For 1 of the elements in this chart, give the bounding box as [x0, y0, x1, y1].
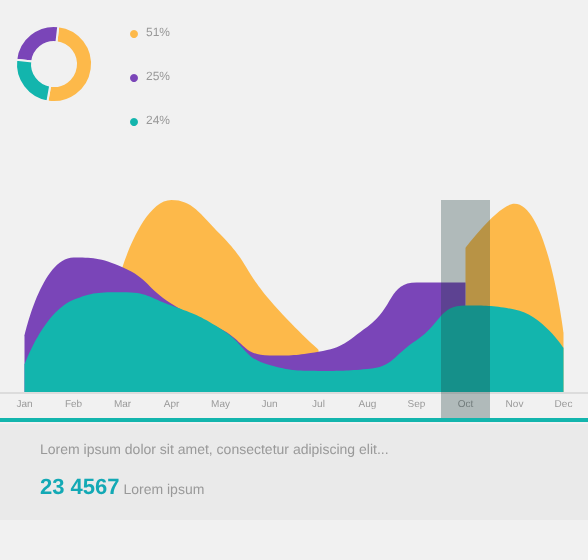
text: 23 4567: [40, 476, 120, 500]
